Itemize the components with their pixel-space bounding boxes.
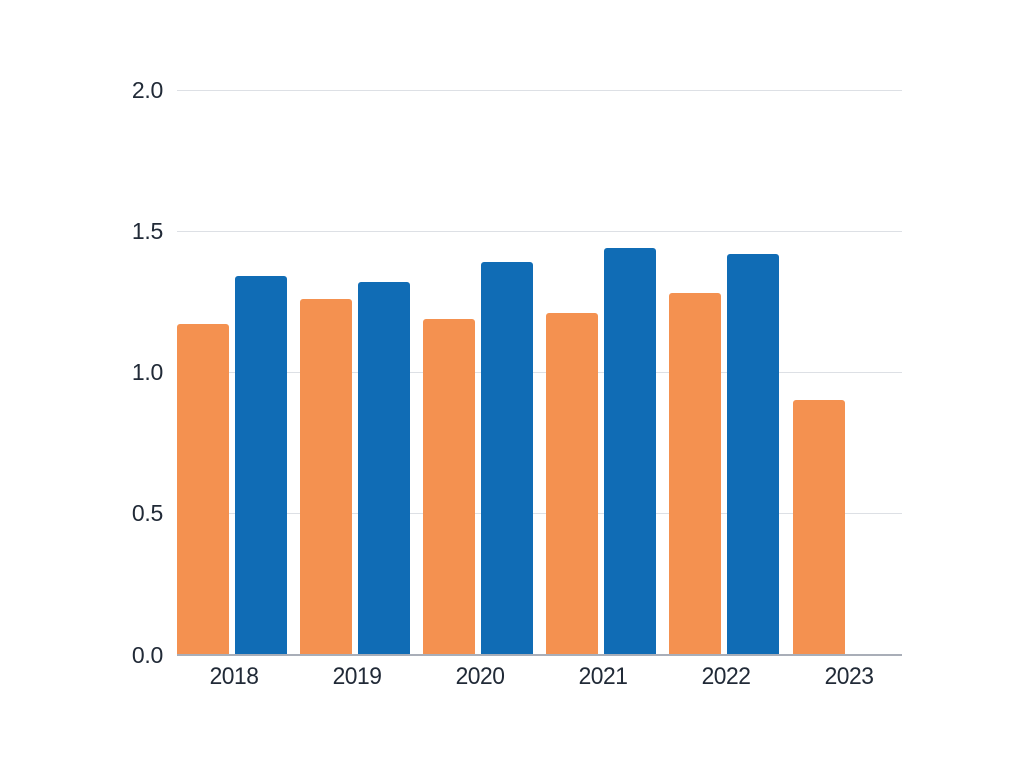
bar-2019-blue-series [357,281,410,655]
x-axis-line [177,653,902,656]
x-tick-label: 2018 [209,663,258,690]
y-tick-label: 0.5 [131,500,163,527]
bar-2019-orange-series [300,298,353,655]
y-tick-label: 1.5 [131,218,163,245]
gridline [177,89,902,91]
x-tick-label: 2022 [701,663,751,690]
bar-2018-orange-series [177,324,229,655]
bar-2018-blue-series [234,276,287,655]
gridline [177,512,902,514]
y-tick-label: 1.0 [131,359,163,386]
y-tick-label: 2.0 [131,77,163,103]
bar-2021-blue-series [603,248,656,655]
bar-2022-blue-series [726,253,779,655]
x-tick-label: 2020 [455,663,505,690]
bar-2022-orange-series [669,293,722,655]
bar-2023-orange-series [792,400,845,655]
y-tick-label: 0.0 [131,641,163,668]
gridline [177,230,902,232]
bar-2020-orange-series [423,318,476,655]
bar-2020-blue-series [480,262,533,655]
x-tick-label: 2019 [332,663,382,690]
gridline [177,371,902,373]
bar-2021-orange-series [546,312,599,655]
x-tick-label: 2021 [578,663,628,690]
x-tick-label: 2023 [824,663,874,690]
